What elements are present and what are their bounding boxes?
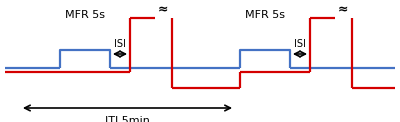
Text: ISI: ISI	[114, 39, 126, 49]
Text: ISI: ISI	[294, 39, 306, 49]
Text: ≈: ≈	[338, 3, 348, 16]
Text: ≈: ≈	[158, 3, 168, 16]
Text: ITI 5min: ITI 5min	[104, 116, 150, 122]
Text: MFR 5s: MFR 5s	[65, 10, 105, 20]
Text: MFR 5s: MFR 5s	[245, 10, 285, 20]
